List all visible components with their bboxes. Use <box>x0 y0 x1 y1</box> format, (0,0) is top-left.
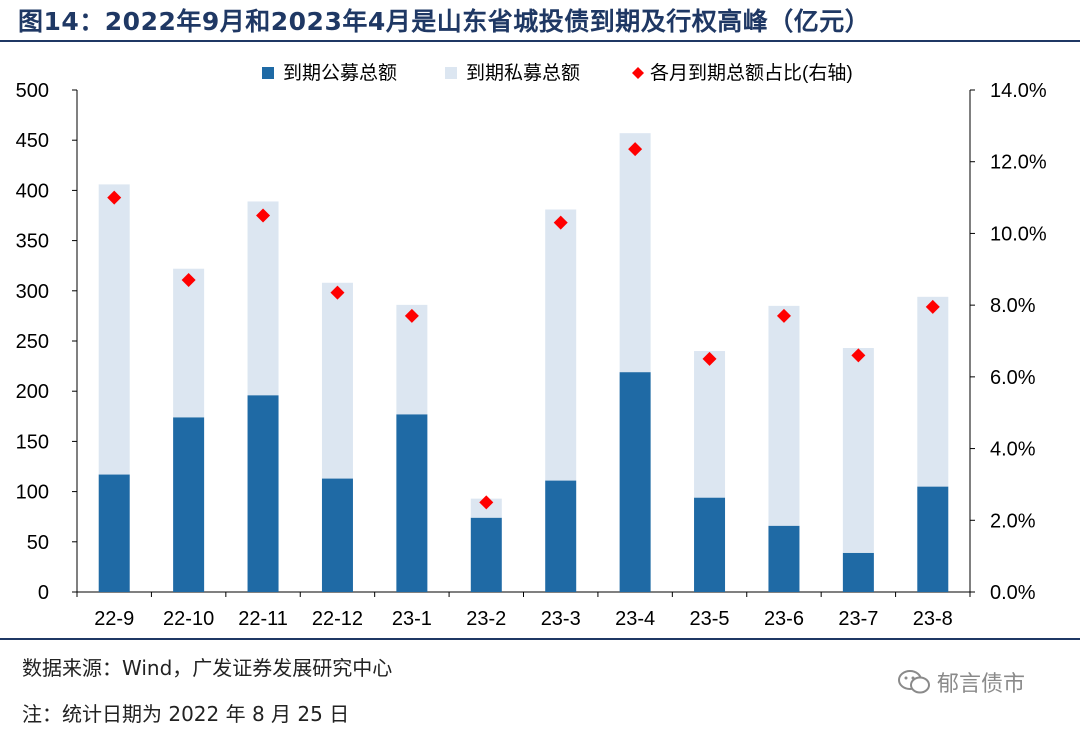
legend-swatch-ratio <box>632 67 644 79</box>
left-axis-tick-label: 0 <box>38 582 49 604</box>
left-axis-tick-label: 450 <box>16 130 49 152</box>
x-axis-tick-label: 22-10 <box>163 608 214 630</box>
bar-private-22-12 <box>321 282 353 479</box>
bar-private-22-9 <box>98 184 130 475</box>
bar-private-23-3 <box>545 209 577 481</box>
bar-public-23-7 <box>842 552 874 592</box>
bar-private-22-10 <box>173 268 205 418</box>
bar-public-23-5 <box>694 497 726 592</box>
footer-divider <box>0 638 1080 640</box>
x-axis-tick-label: 23-8 <box>913 608 953 630</box>
x-axis-tick-label: 22-9 <box>94 608 134 630</box>
bar-public-22-11 <box>247 395 279 592</box>
bar-public-23-4 <box>619 372 651 592</box>
ratio-marker-22-9 <box>107 190 122 205</box>
x-axis-tick-label: 23-1 <box>392 608 432 630</box>
ratio-marker-22-11 <box>256 208 271 223</box>
x-axis-tick-label: 23-3 <box>541 608 581 630</box>
stacked-bar-chart: 0 50 100 150 200 250 300 350 400 450 500 0.0% 2.0% 4.… <box>16 62 1047 630</box>
x-axis-tick-label: 23-6 <box>764 608 804 630</box>
left-axis-tick-label: 500 <box>16 80 49 102</box>
bar-public-23-8 <box>917 486 949 592</box>
ratio-marker-23-5 <box>702 351 717 366</box>
bar-private-23-1 <box>396 304 428 415</box>
chart-title: 图14：2022年9月和2023年4月是山东省城投债到期及行权高峰（亿元） <box>18 7 871 36</box>
bar-private-23-7 <box>842 348 874 553</box>
right-axis-tick-label: 10.0% <box>990 223 1047 245</box>
legend-swatch-public <box>262 67 274 79</box>
ratio-marker-23-3 <box>553 215 568 230</box>
ratio-marker-23-1 <box>404 308 419 323</box>
bar-private-23-4 <box>619 133 651 373</box>
bar-public-23-3 <box>545 480 577 592</box>
right-axis-tick-label: 14.0% <box>990 80 1047 102</box>
bar-private-23-8 <box>917 296 949 487</box>
ratio-marker-23-2 <box>479 495 494 510</box>
legend-swatch-private <box>445 67 457 79</box>
ratio-marker-22-12 <box>330 285 345 300</box>
legend-label-private: 到期私募总额 <box>466 62 580 84</box>
ratio-marker-23-8 <box>925 299 940 314</box>
ratio-marker-22-10 <box>181 273 196 288</box>
title-divider <box>0 40 1080 42</box>
left-axis-tick-label: 300 <box>16 281 49 303</box>
left-axis-tick-label: 250 <box>16 331 49 353</box>
right-axis-tick-label: 6.0% <box>990 367 1036 389</box>
right-axis-tick-label: 8.0% <box>990 295 1036 317</box>
right-axis-tick-label: 0.0% <box>990 582 1036 604</box>
x-axis-tick-label: 23-2 <box>466 608 506 630</box>
left-axis-tick-label: 50 <box>27 532 49 554</box>
x-axis-tick-label: 23-4 <box>615 608 655 630</box>
left-axis-tick-label: 100 <box>16 482 49 504</box>
left-axis-tick-label: 150 <box>16 431 49 453</box>
x-axis-tick-label: 23-5 <box>690 608 730 630</box>
bar-public-23-6 <box>768 525 800 592</box>
watermark: 郁言债市 <box>897 666 1025 698</box>
legend-label-ratio: 各月到期总额占比(右轴) <box>650 62 853 84</box>
footnote-text: 注：统计日期为 2022 年 8 月 25 日 <box>22 702 350 726</box>
left-axis-tick-label: 200 <box>16 381 49 403</box>
bar-public-23-2 <box>470 517 502 592</box>
bar-private-22-11 <box>247 201 279 396</box>
watermark-label: 郁言债市 <box>937 672 1026 697</box>
x-axis-tick-label: 22-12 <box>312 608 363 630</box>
right-axis-tick-label: 12.0% <box>990 152 1047 174</box>
left-axis-tick-label: 350 <box>16 231 49 253</box>
bar-public-22-12 <box>321 478 353 592</box>
x-axis-tick-label: 23-7 <box>838 608 878 630</box>
wechat-icon <box>898 670 930 694</box>
data-source-text: 数据来源：Wind，广发证券发展研究中心 <box>22 656 393 680</box>
ratio-marker-23-7 <box>851 348 866 363</box>
right-axis-tick-label: 2.0% <box>990 510 1036 532</box>
bar-private-23-6 <box>768 305 800 526</box>
ratio-marker-23-4 <box>628 142 643 157</box>
bar-public-22-10 <box>173 417 205 592</box>
ratio-marker-23-6 <box>776 308 791 323</box>
bar-public-22-9 <box>98 474 130 592</box>
legend-label-public: 到期公募总额 <box>283 62 397 84</box>
bar-private-23-5 <box>694 351 726 498</box>
right-axis-tick-label: 4.0% <box>990 439 1036 461</box>
bar-public-23-1 <box>396 414 428 592</box>
x-axis-tick-label: 22-11 <box>238 608 288 630</box>
left-axis-tick-label: 400 <box>16 180 49 202</box>
